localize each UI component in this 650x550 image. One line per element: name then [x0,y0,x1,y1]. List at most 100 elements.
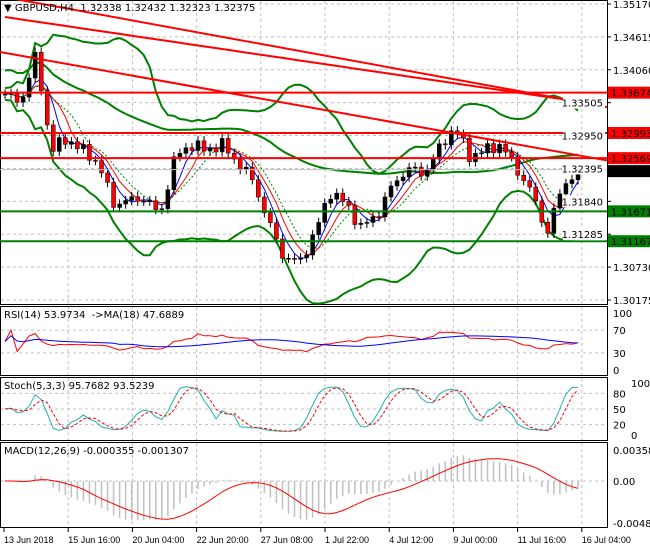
y-tick-label: 1.31840 [562,197,603,208]
candle-body [117,203,122,208]
y-tick-label-bg [563,195,605,208]
panel-frame-st [0,377,608,441]
stoch-tick-label: 50 [613,405,626,416]
candle-body [437,143,442,160]
candle-body [509,151,514,158]
ma-blue [4,78,579,259]
candle-body [165,189,171,209]
level-label-bg [608,127,650,140]
ma-red [4,85,579,256]
candle-body [400,176,406,181]
candle-body [467,137,472,163]
candle-body [177,153,183,157]
candle-body [328,199,333,204]
candle-body [545,222,551,234]
candle-body [75,141,80,150]
y-tick-label: 1.33505 [562,99,603,110]
candle-body [443,143,448,146]
candle-body [479,152,484,155]
current-price-bg [608,165,650,178]
candle-body [286,258,291,260]
panel-frame-rsi [0,306,608,376]
candle-body [310,234,315,256]
candle-body [237,158,243,170]
candle-body [274,222,279,240]
x-tick-label: 20 Jun 04:00 [132,535,184,545]
rsi-label: RSI(14) 53.9734 ->MA(18) 47.6889 [4,310,185,321]
stoch-tick-label: 80 [613,389,626,400]
symbol: GBPUSD,H4 [14,3,74,14]
candle-body [497,144,502,154]
candle-body [225,138,231,154]
candle-body [195,140,201,151]
level-label-bg [608,86,650,99]
candle-body [406,167,412,178]
trendline [14,0,608,109]
candle-body [412,166,418,169]
candle-body [298,257,303,260]
candle-body [358,222,364,225]
candle-body [551,207,557,234]
candle-body [44,90,50,126]
candle-body [38,51,44,92]
candle-body [183,147,189,154]
y-tick-label-bg [563,96,605,109]
ma-red-long [4,16,579,103]
rsi-tick-label: 100 [613,309,632,320]
macd-tick-label: -0.004828 [613,519,650,530]
rsi-tick-label: 0 [613,366,619,377]
candle-body [334,192,339,200]
macd-signal-line [5,458,579,520]
candle-body [250,166,255,181]
candle-body [376,216,382,218]
ohlc-open: 1.32338 [80,3,122,14]
y-tick-label: 1.32950 [562,132,603,143]
y-tick-label-bg [563,228,605,241]
candle-body [430,158,436,170]
candle-body [57,137,62,152]
y-tick-label: 1.34615 [613,33,650,44]
bollinger-upper [4,33,579,175]
candle-body [105,172,110,183]
trendline [0,51,608,162]
candle-body [521,175,526,181]
candle-body [14,93,20,103]
panel-frame-main [0,0,608,305]
x-tick-label: 1 Jul 22:00 [325,535,369,545]
candle-body [424,169,430,177]
candle-body [563,183,569,195]
candle-body [87,144,92,161]
candle-body [533,186,539,202]
candle-body [63,137,68,145]
ohlc-close: 1.32375 [213,3,256,14]
panel-frame-mc [0,442,608,528]
level-label: 1.31671 [611,207,650,218]
candle-body [449,130,454,146]
ma-green-short [4,85,579,249]
candle-body [2,93,8,96]
candle-body [32,51,38,79]
rsi-ma-line [4,335,579,348]
candle-body [346,201,352,206]
macd-tick-label: 0.00358 [613,446,650,457]
level-label-bg [608,235,650,248]
level-label: 1.33674 [611,89,650,100]
candle-body [388,185,394,198]
dropdown-triangle-icon[interactable]: ▼ [4,3,15,14]
candle-body [352,205,358,225]
current-price-label: 1.32375 [611,167,650,178]
candle-body [147,200,153,203]
candle-body [69,141,74,145]
candle-body [503,144,508,153]
candle-body [292,258,297,260]
candle-body [418,166,424,177]
candle-body [111,182,116,208]
candle-body [81,144,86,150]
y-tick-label: 1.30175 [613,296,650,307]
candle-body [256,179,261,198]
candle-body [51,124,56,152]
candle-body [316,222,321,236]
x-tick-label: 13 Jun 2018 [4,535,54,545]
